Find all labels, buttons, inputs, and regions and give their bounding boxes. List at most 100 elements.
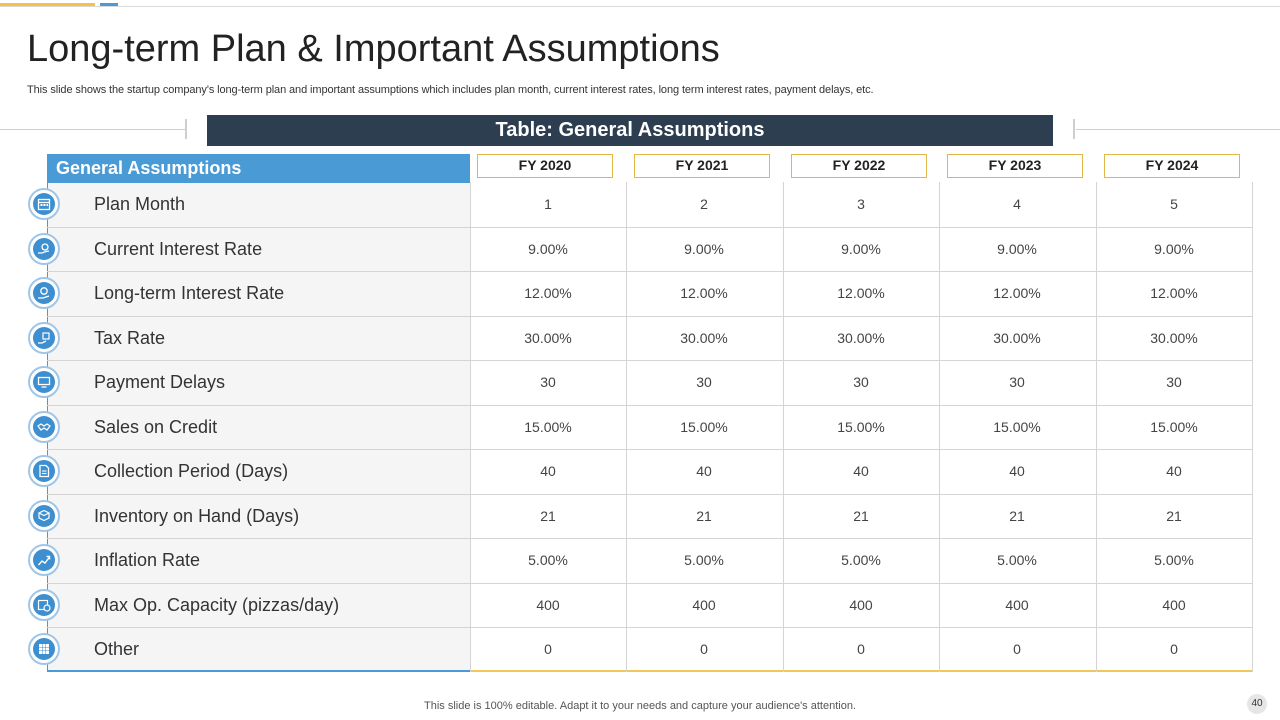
- top-divider: [0, 6, 1280, 7]
- table-cell: 400: [1005, 597, 1029, 613]
- page-number: 40: [1247, 694, 1267, 714]
- footer-note: This slide is 100% editable. Adapt it to…: [424, 700, 856, 712]
- row-divider: [47, 538, 1252, 539]
- table-cell: 15.00%: [837, 419, 885, 435]
- table-cell: 30: [696, 374, 712, 390]
- table-cell: 5.00%: [997, 552, 1037, 568]
- table-cell: 30.00%: [837, 330, 885, 346]
- table-cell: 4: [1013, 196, 1021, 212]
- banner-rule-left: [0, 129, 186, 130]
- table-cell: 15.00%: [680, 419, 728, 435]
- row-label: Current Interest Rate: [94, 239, 263, 259]
- table-cell: 400: [849, 597, 873, 613]
- growth-chart-icon: [28, 544, 60, 576]
- table-cell: 15.00%: [1150, 419, 1198, 435]
- row-divider: [47, 405, 1252, 406]
- row-label: Max Op. Capacity (pizzas/day): [94, 595, 340, 615]
- table-cell: 40: [853, 463, 869, 479]
- table-cell: 12.00%: [524, 285, 572, 301]
- table-cell: 21: [1009, 508, 1025, 524]
- table-cell: 21: [540, 508, 556, 524]
- banner-tick-left: [185, 119, 187, 139]
- handshake-icon: [28, 411, 60, 443]
- tax-hand-icon: [28, 322, 60, 354]
- row-label: Tax Rate: [94, 328, 166, 348]
- row-label: Plan Month: [94, 194, 186, 214]
- table-cell: 5.00%: [841, 552, 881, 568]
- table-cell: 12.00%: [1150, 285, 1198, 301]
- money-hand-icon: [28, 233, 60, 265]
- page-title: Long-term Plan & Important Assumptions: [27, 28, 720, 70]
- calendar-clock-icon: [28, 589, 60, 621]
- column-divider: [1096, 182, 1097, 672]
- table-cell: 9.00%: [684, 241, 724, 257]
- table-cell: 12.00%: [680, 285, 728, 301]
- table-cell: 5: [1170, 196, 1178, 212]
- table-cell: 12.00%: [993, 285, 1041, 301]
- year-header: FY 2024: [1104, 154, 1240, 178]
- table-cell: 30: [1166, 374, 1182, 390]
- row-divider: [47, 316, 1252, 317]
- table-cell: 40: [1009, 463, 1025, 479]
- calendar-icon: [28, 188, 60, 220]
- table-banner: Table: General Assumptions: [207, 115, 1053, 146]
- row-divider: [47, 227, 1252, 228]
- column-divider: [470, 182, 471, 672]
- table-cell: 30.00%: [680, 330, 728, 346]
- table-cell: 30.00%: [524, 330, 572, 346]
- year-header: FY 2020: [477, 154, 613, 178]
- row-label: Payment Delays: [94, 372, 226, 392]
- table-cell: 40: [1166, 463, 1182, 479]
- year-header: FY 2022: [791, 154, 927, 178]
- table-cell: 1: [544, 196, 552, 212]
- monitor-icon: [28, 366, 60, 398]
- label-column: [47, 182, 471, 672]
- table-cell: 40: [540, 463, 556, 479]
- column-divider: [783, 182, 784, 672]
- column-divider: [939, 182, 940, 672]
- table-cell: 30: [1009, 374, 1025, 390]
- column-divider: [626, 182, 627, 672]
- table-cell: 9.00%: [841, 241, 881, 257]
- table-cell: 21: [696, 508, 712, 524]
- accent-bar-blue: [100, 3, 118, 7]
- table-cell: 40: [696, 463, 712, 479]
- table-cell: 30: [853, 374, 869, 390]
- table-cell: 400: [1162, 597, 1186, 613]
- document-icon: [28, 455, 60, 487]
- table-cell: 15.00%: [524, 419, 572, 435]
- table-cell: 5.00%: [1154, 552, 1194, 568]
- accent-bar-yellow: [0, 3, 95, 7]
- table-cell: 0: [857, 641, 865, 657]
- table-cell: 5.00%: [528, 552, 568, 568]
- banner-tick-right: [1073, 119, 1075, 139]
- year-header: FY 2023: [947, 154, 1083, 178]
- row-divider: [47, 360, 1252, 361]
- row-label: Inventory on Hand (Days): [94, 506, 300, 526]
- row-divider: [47, 271, 1252, 272]
- box-hand-icon: [28, 500, 60, 532]
- table-cell: 0: [700, 641, 708, 657]
- row-label: Collection Period (Days): [94, 461, 289, 481]
- table-cell: 5.00%: [684, 552, 724, 568]
- table-cell: 0: [1170, 641, 1178, 657]
- column-divider: [1252, 182, 1253, 672]
- table-cell: 400: [692, 597, 716, 613]
- row-label: Sales on Credit: [94, 417, 218, 437]
- row-label: Inflation Rate: [94, 550, 201, 570]
- table-cell: 2: [700, 196, 708, 212]
- table-cell: 30: [540, 374, 556, 390]
- row-divider: [47, 449, 1252, 450]
- table-cell: 9.00%: [1154, 241, 1194, 257]
- row-divider: [47, 583, 1252, 584]
- page-subtitle: This slide shows the startup company's l…: [27, 84, 874, 96]
- table-cell: 3: [857, 196, 865, 212]
- table-frame: [47, 182, 1252, 672]
- coin-hand-icon: [28, 277, 60, 309]
- table-cell: 0: [544, 641, 552, 657]
- table-cell: 400: [536, 597, 560, 613]
- banner-rule-right: [1076, 129, 1280, 130]
- table-cell: 30.00%: [1150, 330, 1198, 346]
- year-header: FY 2021: [634, 154, 770, 178]
- table-cell: 30.00%: [993, 330, 1041, 346]
